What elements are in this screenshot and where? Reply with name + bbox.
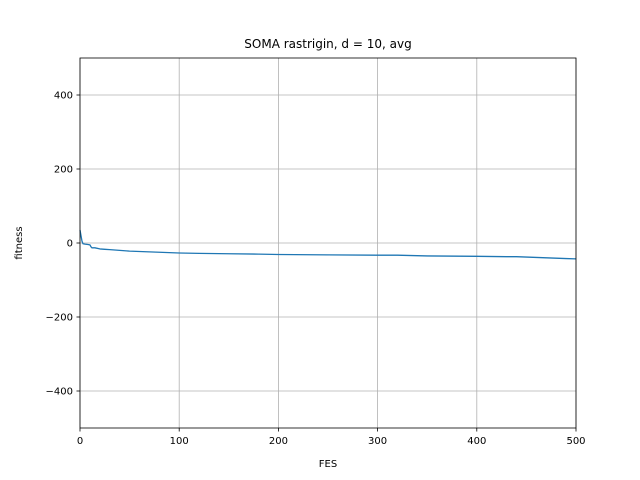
x-tick-label: 300 [368,436,387,447]
y-tick-label: 200 [54,165,73,176]
x-tick-label: 0 [77,436,83,447]
y-tick-label: 0 [67,239,73,250]
series-line [79,229,577,260]
y-tick-label: 400 [54,91,73,102]
y-tick-label: −400 [46,387,73,398]
x-tick-label: 500 [566,436,585,447]
y-axis: −400 −200 0 200 400 [46,91,80,398]
y-tick-label: −200 [46,313,73,324]
chart-title: SOMA rastrigin, d = 10, avg [244,37,411,51]
x-tick-label: 400 [467,436,486,447]
y-axis-label: fitness [14,226,25,259]
series-layer [79,229,577,260]
x-axis: 0 100 200 300 400 500 [77,428,586,447]
x-tick-label: 200 [269,436,288,447]
x-axis-label: FES [319,459,337,470]
x-tick-label: 100 [170,436,189,447]
